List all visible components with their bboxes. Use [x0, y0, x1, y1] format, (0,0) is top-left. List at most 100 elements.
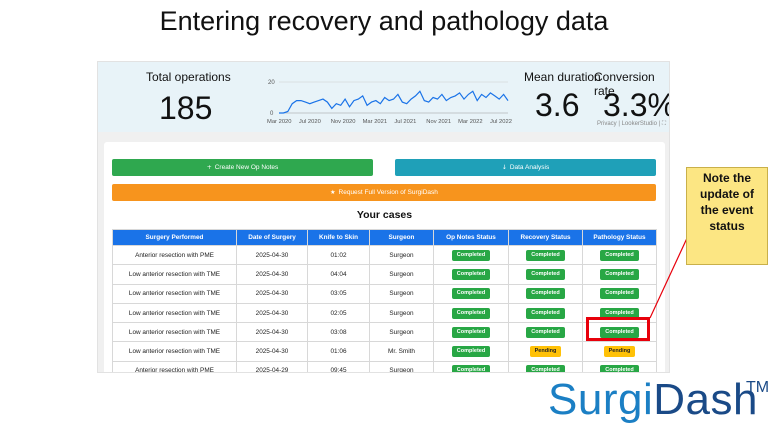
slide-title: Entering recovery and pathology data — [159, 6, 609, 36]
data-analysis-button[interactable]: ↓ Data Analysis — [395, 159, 656, 176]
logo-part-dash: Dash — [653, 375, 758, 424]
column-header[interactable]: Surgery Performed — [112, 229, 237, 246]
privacy-footer[interactable]: Privacy | LookerStudio | ⛶ — [597, 121, 667, 127]
table-row[interactable]: Low anterior resection with TME 2025-04-3… — [112, 264, 657, 285]
table-cell: Surgeon — [369, 283, 434, 304]
table-cell: 01:02 — [307, 244, 370, 266]
conversion-rate-value: 3.3% — [603, 87, 670, 123]
table-row[interactable]: Anterior resection with PME 2025-04-29 09:… — [112, 360, 657, 372]
table-cell: Low anterior resection with TME — [112, 283, 237, 304]
status-badge: Pending — [603, 346, 636, 358]
status-cell: Completed — [433, 302, 509, 324]
callout-line: update of — [700, 187, 754, 201]
status-badge: Completed — [451, 346, 491, 358]
column-header[interactable]: Surgeon — [369, 229, 434, 246]
status-badge: Completed — [451, 268, 491, 280]
status-cell: Completed — [508, 302, 583, 324]
table-row[interactable]: Low anterior resection with TME 2025-04-3… — [112, 283, 657, 304]
status-badge: Completed — [526, 307, 565, 319]
table-cell: 2025-04-29 — [236, 360, 308, 372]
table-cell: 01:06 — [307, 341, 370, 362]
download-icon: ↓ — [501, 164, 507, 171]
cases-title: Your cases — [356, 209, 413, 221]
logo-part-surgi: Surgi — [548, 375, 654, 424]
table-cell: Surgeon — [369, 360, 434, 372]
status-cell: Completed — [582, 244, 657, 266]
request-full-version-button[interactable]: ★ Request Full Version of SurgiDash — [112, 184, 656, 201]
table-cell: Mr. Smith — [369, 341, 434, 362]
table-cell: Surgeon — [369, 244, 434, 266]
status-badge: Completed — [526, 288, 565, 300]
conversion-rate-label: Conversion rate — [594, 70, 655, 98]
total-operations-label: Total operations — [146, 70, 231, 84]
status-badge: Completed — [526, 365, 565, 372]
table-cell: Surgeon — [369, 322, 434, 343]
status-cell: Completed — [433, 244, 509, 266]
annotation-callout: Note the update of the event status — [686, 167, 768, 265]
status-badge: Completed — [451, 326, 491, 338]
status-cell: Completed — [433, 322, 509, 343]
status-cell: Completed — [582, 264, 657, 285]
table-cell: 04:04 — [307, 264, 370, 285]
status-badge: Completed — [600, 249, 639, 261]
table-cell: 03:08 — [307, 322, 370, 343]
cases-panel: + Create New Op Notes ↓ Data Analysis ★ Req… — [104, 142, 665, 372]
data-analysis-label: Data Analysis — [509, 164, 550, 171]
status-cell: Completed — [433, 360, 509, 372]
table-cell: 03:05 — [307, 283, 370, 304]
table-header-row: Surgery Performed Date of Surgery Knife to… — [112, 229, 657, 246]
operations-trend-chart: 20 0 Mar 2020 Jul 2020 Nov 2020 Mar 2021 Jul… — [267, 80, 512, 125]
status-badge: Completed — [600, 268, 639, 280]
table-cell: 2025-04-30 — [236, 322, 308, 343]
table-cell: Surgeon — [369, 264, 434, 285]
status-badge: Completed — [600, 365, 639, 372]
y-tick-label: 20 — [268, 80, 275, 86]
trademark-mark: TM — [746, 379, 768, 396]
status-cell: Completed — [582, 360, 657, 372]
status-badge: Completed — [526, 249, 565, 261]
x-tick-label: Jul 2022 — [490, 119, 512, 125]
column-header[interactable]: Recovery Status — [508, 229, 583, 246]
status-cell: Completed — [582, 283, 657, 304]
table-cell: 2025-04-30 — [236, 264, 308, 285]
x-tick-label: Nov 2021 — [426, 119, 451, 125]
table-cell: Low anterior resection with TME — [112, 302, 237, 324]
x-tick-label: Mar 2021 — [363, 119, 388, 125]
table-row[interactable]: Anterior resection with PME 2025-04-30 01:… — [112, 244, 657, 266]
callout-line: the event — [700, 203, 754, 217]
status-badge: Completed — [526, 268, 565, 280]
column-header[interactable]: Knife to Skin — [307, 229, 370, 246]
create-op-notes-label: Create New Op Notes — [214, 164, 279, 171]
table-row[interactable]: Low anterior resection with TME 2025-04-3… — [112, 341, 657, 362]
table-cell: 2025-04-30 — [236, 341, 308, 362]
table-cell: Low anterior resection with TME — [112, 264, 237, 285]
x-tick-label: Mar 2022 — [458, 119, 483, 125]
status-badge: Completed — [451, 365, 491, 372]
create-op-notes-button[interactable]: + Create New Op Notes — [112, 159, 373, 176]
status-badge: Completed — [451, 249, 491, 261]
x-tick-label: Nov 2020 — [331, 119, 356, 125]
status-badge: Completed — [600, 288, 639, 300]
status-cell: Completed — [508, 264, 583, 285]
status-cell: Completed — [508, 360, 583, 372]
column-header[interactable]: Date of Surgery — [236, 229, 308, 246]
status-badge: Completed — [600, 326, 639, 338]
table-cell: 2025-04-30 — [236, 283, 308, 304]
stats-bar: Total operations 185 20 0 Mar 2020 Jul 20… — [98, 62, 670, 132]
x-tick-label: Jul 2021 — [394, 119, 416, 125]
dashboard-screenshot: Total operations 185 20 0 Mar 2020 Jul 20… — [97, 61, 670, 373]
status-badge: Completed — [451, 307, 491, 319]
column-header[interactable]: Pathology Status — [582, 229, 657, 246]
status-badge: Pending — [529, 346, 562, 358]
table-cell: Surgeon — [369, 302, 434, 324]
callout-line: status — [709, 219, 745, 233]
surgidash-logo: SurgiDash TM — [548, 375, 768, 432]
table-row[interactable]: Low anterior resection with TME 2025-04-3… — [112, 322, 657, 343]
plus-icon: + — [206, 164, 212, 171]
callout-line: Note the — [703, 171, 751, 185]
table-row[interactable]: Low anterior resection with TME 2025-04-3… — [112, 302, 657, 324]
mean-duration-label: Mean duration — [524, 70, 601, 84]
status-cell: Completed — [433, 283, 509, 304]
status-cell: Completed — [508, 283, 583, 304]
column-header[interactable]: Op Notes Status — [433, 229, 509, 246]
